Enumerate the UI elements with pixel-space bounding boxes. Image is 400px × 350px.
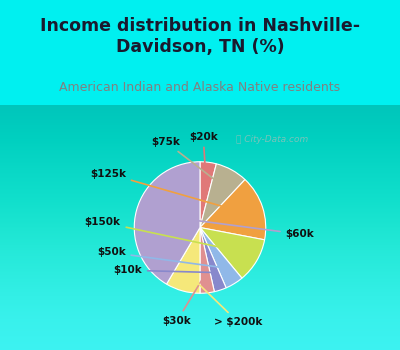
Wedge shape — [134, 162, 200, 284]
Text: Income distribution in Nashville-
Davidson, TN (%): Income distribution in Nashville- Davids… — [40, 17, 360, 56]
Text: $30k: $30k — [163, 277, 204, 326]
Text: American Indian and Alaska Native residents: American Indian and Alaska Native reside… — [60, 80, 340, 94]
Wedge shape — [200, 228, 264, 278]
Text: $75k: $75k — [151, 137, 221, 184]
Wedge shape — [166, 228, 200, 293]
Text: $20k: $20k — [189, 132, 218, 178]
Wedge shape — [200, 228, 242, 288]
Text: $10k: $10k — [113, 265, 212, 275]
Text: $50k: $50k — [97, 247, 222, 267]
Text: $125k: $125k — [90, 169, 242, 212]
Wedge shape — [200, 228, 214, 293]
Text: $150k: $150k — [85, 217, 238, 251]
Text: > $200k: > $200k — [190, 275, 262, 327]
Wedge shape — [200, 180, 266, 240]
Text: $60k: $60k — [157, 215, 314, 239]
Text: ⓘ City-Data.com: ⓘ City-Data.com — [236, 135, 308, 145]
Wedge shape — [200, 162, 216, 228]
Wedge shape — [200, 164, 245, 228]
Wedge shape — [200, 228, 226, 292]
